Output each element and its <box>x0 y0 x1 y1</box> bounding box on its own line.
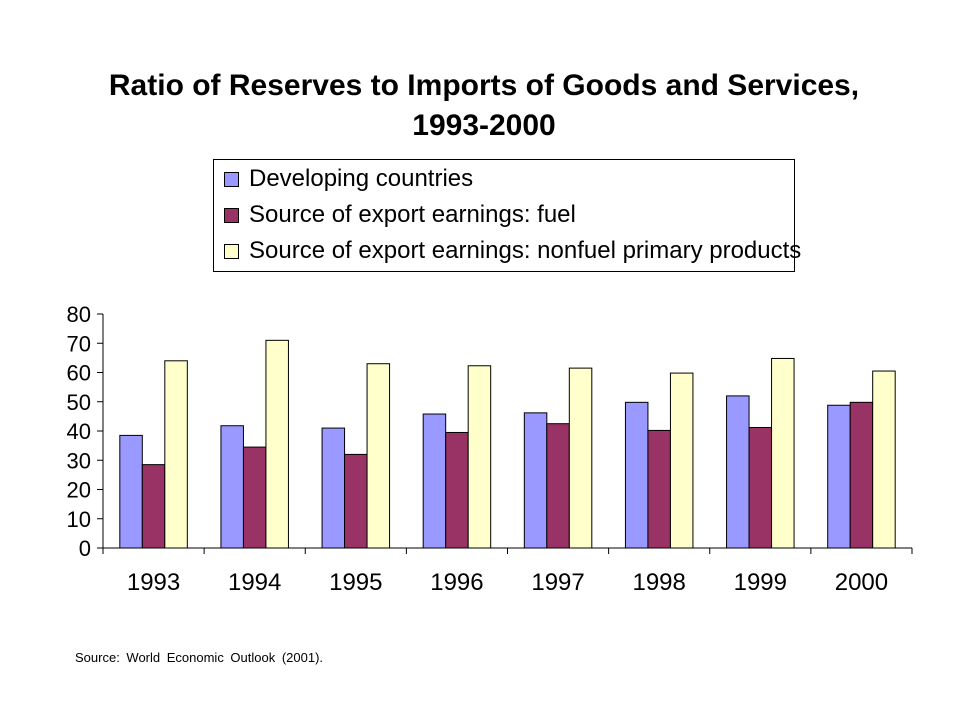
x-tick-label-1994: 1994 <box>228 569 281 596</box>
chart-title-line-1: Ratio of Reserves to Imports of Goods an… <box>108 69 860 102</box>
bar-1997-series-0 <box>523 412 548 549</box>
bar-1999-series-0 <box>726 395 750 549</box>
bar-1993-series-0 <box>119 434 143 549</box>
x-tick-label-2000: 2000 <box>835 569 888 596</box>
y-tick-label-30: 30 <box>67 448 91 473</box>
legend-swatch-developing <box>224 171 239 187</box>
legend-label-fuel: Source of export earnings: fuel <box>249 201 576 228</box>
legend-label-nonfuel: Source of export earnings: nonfuel prima… <box>249 237 802 264</box>
bar-1994-series-2 <box>265 339 289 549</box>
y-tick-label-10: 10 <box>67 507 91 532</box>
bar-1995-series-2 <box>366 363 391 549</box>
bar-1996-series-2 <box>467 365 492 549</box>
y-tick-label-50: 50 <box>67 390 91 415</box>
y-tick-label-20: 20 <box>67 478 91 503</box>
legend-item-fuel: Source of export earnings: fuel <box>224 198 576 232</box>
legend-item-developing: Developing countries <box>224 162 473 196</box>
y-tick-label-0: 0 <box>79 536 91 561</box>
bar-2000-series-0 <box>827 404 851 549</box>
y-tick-label-70: 70 <box>67 331 91 356</box>
bar-1994-series-0 <box>220 425 244 549</box>
x-tick-label-1995: 1995 <box>329 569 382 596</box>
bar-1997-series-2 <box>568 367 593 549</box>
bar-1999-series-2 <box>771 357 795 549</box>
bar-1999-series-1 <box>748 426 773 549</box>
legend-item-nonfuel: Source of export earnings: nonfuel prima… <box>224 234 801 268</box>
bar-1995-series-1 <box>344 453 368 549</box>
bar-1993-series-1 <box>141 464 166 549</box>
x-tick-label-1999: 1999 <box>734 569 787 596</box>
bar-1996-series-0 <box>422 413 447 549</box>
bar-1995-series-0 <box>321 427 346 549</box>
bar-2000-series-1 <box>849 401 874 549</box>
bar-1997-series-1 <box>546 423 570 549</box>
legend-label-developing: Developing countries <box>249 165 474 192</box>
bar-1998-series-0 <box>624 401 649 549</box>
bar-1996-series-1 <box>445 431 469 549</box>
y-tick-label-40: 40 <box>67 419 91 444</box>
chart-title-line-2: 1993-2000 <box>412 109 556 142</box>
source-note: Source: World Economic Outlook (2001). <box>75 650 324 665</box>
chart-title: Ratio of Reserves to Imports of Goods an… <box>0 66 960 146</box>
legend-swatch-nonfuel <box>224 243 239 259</box>
bar-1998-series-2 <box>669 372 694 549</box>
bar-1993-series-2 <box>164 360 188 549</box>
x-tick-label-1996: 1996 <box>430 569 483 596</box>
y-tick-label-80: 80 <box>67 302 91 327</box>
bar-1994-series-1 <box>242 446 267 549</box>
chart-legend: Developing countries Source of export ea… <box>213 159 801 272</box>
legend-swatch-fuel <box>224 207 239 223</box>
y-tick-label-60: 60 <box>67 361 91 386</box>
x-tick-label-1998: 1998 <box>632 569 685 596</box>
bar-2000-series-2 <box>872 370 896 549</box>
x-tick-label-1993: 1993 <box>127 569 180 596</box>
x-tick-label-1997: 1997 <box>531 569 584 596</box>
bar-1998-series-1 <box>647 429 671 549</box>
